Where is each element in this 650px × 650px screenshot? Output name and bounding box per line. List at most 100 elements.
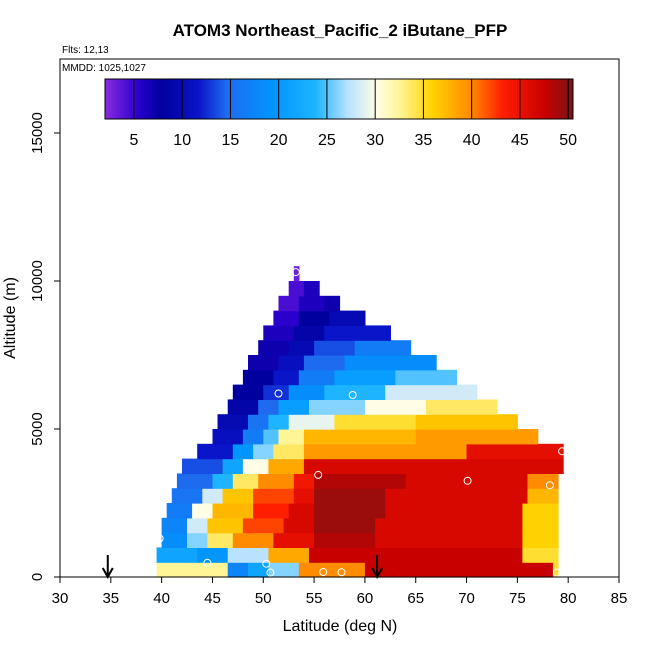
heatmap-cell <box>187 517 208 534</box>
heatmap-cell <box>212 473 234 489</box>
heatmap-cell <box>258 340 290 356</box>
heatmap-cell <box>212 429 244 445</box>
x-tick-label: 35 <box>102 590 119 607</box>
heatmap-cell <box>273 443 305 460</box>
heatmap-cell <box>288 503 315 519</box>
heatmap-cell <box>273 369 300 386</box>
heatmap-cell <box>298 562 366 578</box>
sample-point <box>348 391 357 399</box>
heatmap-cell <box>288 414 335 430</box>
heatmap-cell <box>258 399 280 415</box>
heatmap-cell <box>242 458 269 474</box>
colorbar-tick-label: 20 <box>270 132 288 149</box>
colorbar-gradient <box>104 78 574 120</box>
sample-point <box>553 568 561 577</box>
heatmap-cell <box>309 399 366 415</box>
heatmap-cell <box>329 310 366 326</box>
colorbar-tick-label: 30 <box>366 132 384 149</box>
x-tick-label: 30 <box>52 590 69 607</box>
heatmap-cell <box>303 443 468 460</box>
heatmap-cell <box>334 414 417 430</box>
y-tick-label: 10000 <box>29 260 46 302</box>
heatmap-cell <box>227 562 249 578</box>
heatmap-cell <box>385 488 529 504</box>
heatmap-cell <box>263 429 280 445</box>
heatmap-cell <box>273 532 315 548</box>
colorbar-tick-label: 10 <box>173 132 191 149</box>
heatmap-cell <box>197 547 229 563</box>
heatmap-cell <box>522 532 559 548</box>
heatmap-cell <box>242 369 274 386</box>
sample-points <box>155 268 567 577</box>
heatmap-cell <box>202 488 224 504</box>
heatmap-cell <box>242 517 285 534</box>
heatmap-cell <box>375 532 524 548</box>
sample-point <box>545 481 554 490</box>
heatmap-cell <box>552 562 559 578</box>
heatmap-cell <box>187 532 208 548</box>
heatmap-cell <box>364 399 427 415</box>
x-tick-label: 85 <box>611 590 628 607</box>
heatmap-cell <box>344 355 437 371</box>
heatmap-cell <box>522 517 559 534</box>
heatmap-cell <box>197 443 234 460</box>
heatmap-cell <box>171 488 203 504</box>
heatmap-cell <box>415 414 518 430</box>
heatmap-cell <box>324 295 341 312</box>
flights-label: Flts: 12,13 <box>62 45 109 56</box>
heatmap-cell <box>303 429 417 445</box>
heatmap-cell <box>248 414 269 430</box>
heatmap-cell <box>288 340 315 356</box>
x-tick-label: 50 <box>255 590 272 607</box>
chart-title: ATOM3 Northeast_Pacific_2 iButane_PFP <box>173 21 508 40</box>
heatmap-cell <box>354 340 412 356</box>
heatmap-cell <box>395 369 457 386</box>
heatmap-cell <box>527 488 559 504</box>
heatmap-cell <box>293 266 300 282</box>
heatmap-cell <box>522 547 559 563</box>
heatmap-cell <box>156 547 198 563</box>
x-tick-label: 70 <box>458 590 475 607</box>
heatmap-cell <box>263 384 290 400</box>
sample-point <box>337 568 346 577</box>
heatmap-cell <box>166 503 193 519</box>
heatmap-cell <box>288 384 325 400</box>
heatmap-cell <box>227 399 259 415</box>
heatmap-cell <box>182 458 224 474</box>
colorbar-tick-label: 5 <box>129 132 138 149</box>
heatmap-cell <box>314 532 376 548</box>
dates-label: MMDD: 1025,1027 <box>62 63 146 74</box>
heatmap-cell <box>268 458 305 474</box>
heatmap-cell <box>293 325 325 341</box>
heatmap-cell <box>527 473 559 489</box>
heatmap-cell <box>232 384 264 400</box>
heatmap-cell <box>161 532 188 548</box>
heatmap-cell <box>161 517 188 534</box>
heatmap-cell <box>314 340 356 356</box>
heatmap-cell <box>405 473 529 489</box>
heatmap-cell <box>156 562 229 578</box>
sample-point <box>266 568 275 577</box>
heatmap-cell <box>283 517 315 534</box>
heatmap-cell <box>425 399 498 415</box>
heatmap-cell <box>207 532 234 548</box>
heatmap-cell <box>222 458 244 474</box>
heatmap-cell <box>278 355 305 371</box>
heatmap-cell <box>227 547 269 563</box>
heatmap-cell <box>278 429 305 445</box>
x-axis-label: Latitude (deg N) <box>283 618 398 635</box>
heatmap-cell <box>207 517 244 534</box>
heatmap-cell <box>268 547 310 563</box>
x-tick-label: 80 <box>560 590 577 607</box>
heatmap-cell <box>258 473 295 489</box>
heatmap-cell <box>273 310 300 326</box>
colorbar-tick-label: 45 <box>511 132 529 149</box>
heatmap-cell <box>303 281 320 297</box>
colorbar-tick-label: 40 <box>463 132 481 149</box>
sample-point <box>291 268 300 277</box>
heatmap-cell <box>385 384 478 400</box>
heatmap-cell <box>212 503 254 519</box>
heatmap-cell <box>248 562 269 578</box>
heatmap-cell <box>232 532 275 548</box>
heatmap-cell <box>232 473 259 489</box>
